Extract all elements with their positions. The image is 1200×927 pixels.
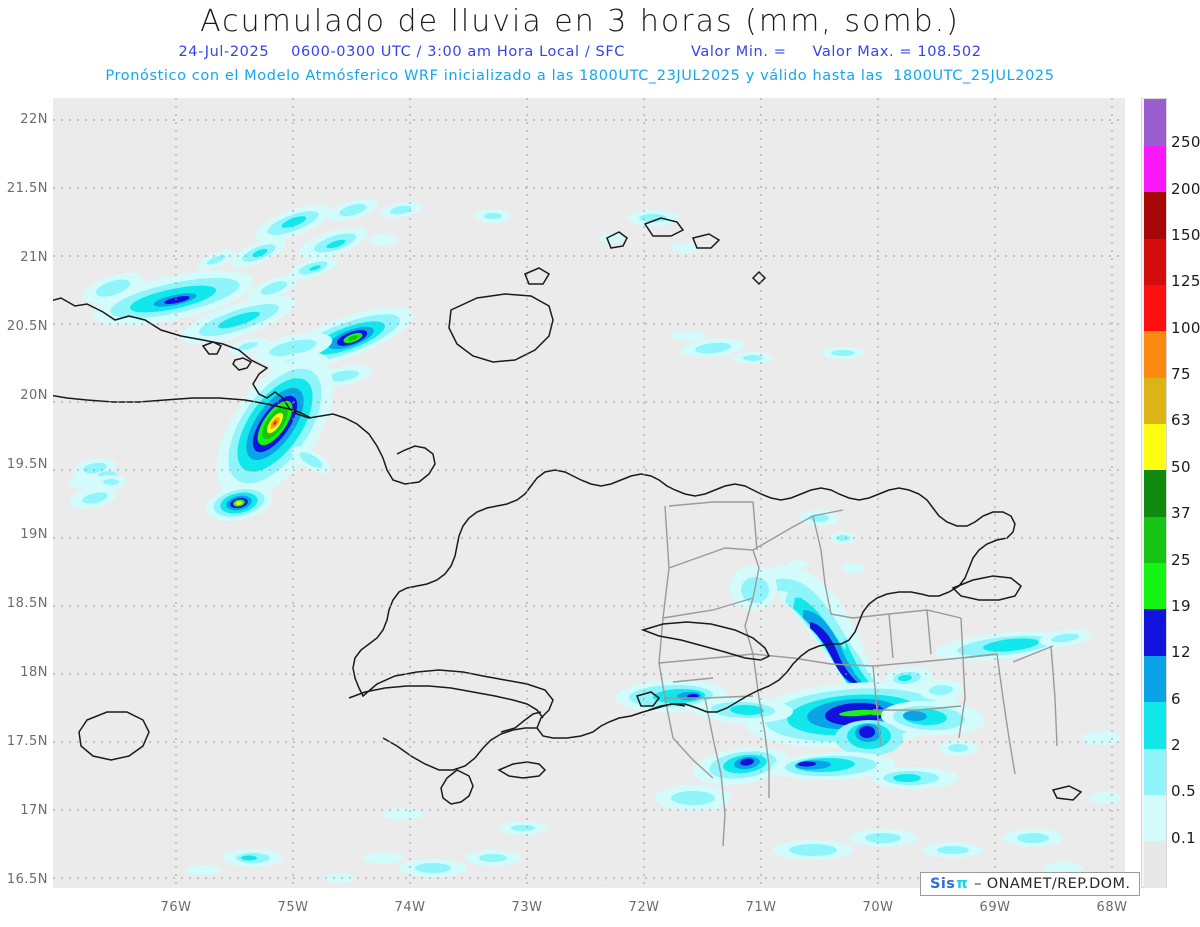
lat-tick-label: 16.5N: [6, 872, 48, 887]
lat-tick-label: 20.5N: [6, 319, 48, 335]
colorbar-tick-label: 25: [1171, 550, 1191, 569]
map-gridlines: [53, 98, 1125, 888]
credit-agency-label: – ONAMET/REP.DOM.: [974, 876, 1131, 892]
subtitle-min-label: Valor Min. =: [691, 44, 787, 60]
lat-tick-label: 18N: [20, 664, 48, 680]
precip-band-cuba-north: [82, 270, 296, 344]
map-plot-area: [53, 98, 1125, 888]
subtitle-max-label: Valor Max. = 108.502: [812, 44, 982, 60]
colorbar-segment: [1144, 562, 1166, 610]
colorbar-tick-label: 2: [1171, 735, 1181, 754]
page-title: Acumulado de lluvia en 3 horas (mm, somb…: [200, 4, 960, 39]
credit-pi-icon: π: [956, 876, 969, 892]
subtitle-valid-until: 1800UTC_25JUL2025: [893, 68, 1055, 84]
colorbar-segment: [1144, 423, 1166, 471]
rainfall-map: [53, 98, 1125, 888]
subtitle-line-1: 24-Jul-2025 0600-0300 UTC / 3:00 am Hora …: [0, 44, 1160, 60]
colorbar-tick-label: 19: [1171, 596, 1191, 615]
colorbar-segment: [1144, 794, 1166, 842]
subtitle-model: Pronóstico con el Modelo Atmósferico WRF…: [105, 68, 884, 84]
colorbar-segment: [1144, 701, 1166, 749]
lat-tick-label: 21N: [20, 250, 48, 266]
lon-tick-label: 70W: [862, 900, 894, 915]
colorbar-segment: [1144, 330, 1166, 378]
precip-scatter-atlantic-north: [475, 209, 865, 364]
lon-tick-label: 75W: [277, 900, 309, 915]
colorbar-segment: [1144, 99, 1166, 146]
lon-tick-label: 72W: [628, 900, 660, 915]
colorbar-tick-label: 150: [1171, 226, 1200, 245]
colorbar-tick-label: 12: [1171, 643, 1191, 662]
colorbar-segment: [1144, 655, 1166, 703]
colorbar-segment: [1144, 469, 1166, 517]
coastlines: [53, 217, 1083, 805]
lat-tick-label: 21.5N: [6, 181, 48, 197]
precip-patch-sw2: [69, 475, 127, 509]
precip-blob-nw1: [197, 199, 423, 301]
colorbar-segment: [1144, 377, 1166, 425]
lat-tick-label: 19N: [20, 526, 48, 542]
subtitle-period: 0600-0300 UTC / 3:00 am Hora Local / SFC: [291, 44, 626, 60]
colorbar-segment: [1144, 284, 1166, 332]
lat-tick-label: 17N: [20, 802, 48, 818]
precip-cell-green-2: [205, 484, 273, 522]
colorbar-tick-label: 75: [1171, 365, 1191, 384]
lon-tick-label: 69W: [979, 900, 1011, 915]
colorbar-tick-label: 6: [1171, 689, 1181, 708]
colorbar-tick-label: 125: [1171, 272, 1200, 291]
subtitle-date: 24-Jul-2025: [178, 44, 270, 60]
colorbar-segment: [1144, 747, 1166, 795]
colorbar-tick-label: 50: [1171, 457, 1191, 476]
lon-tick-label: 71W: [745, 900, 777, 915]
lat-tick-label: 19.5N: [6, 457, 48, 473]
colorbar-tick-label: 37: [1171, 504, 1191, 523]
credit-sis-label: Sis: [930, 876, 956, 892]
precip-cell-dr-south: [745, 666, 985, 756]
colorbar-tick-label: 250: [1171, 133, 1200, 152]
colorbar-segment: [1144, 145, 1166, 193]
precip-patch-dr-north: [788, 510, 865, 573]
colorbar-segment: [1144, 516, 1166, 564]
subtitle-line-2: Pronóstico con el Modelo Atmósferico WRF…: [0, 68, 1160, 84]
precip-scatter-caribbean: [185, 731, 1121, 888]
lat-tick-label: 22N: [20, 112, 48, 127]
precip-band-dr-interior: [729, 565, 913, 715]
precip-shading: [69, 199, 1121, 888]
colorbar-tick-label: 63: [1171, 411, 1191, 430]
attribution-box: Sis π – ONAMET/REP.DOM.: [920, 872, 1141, 896]
colorbar-segment: [1144, 191, 1166, 239]
precip-band-south-coast: [655, 740, 978, 811]
colorbar-tick-label: 0.5: [1171, 782, 1197, 801]
colorbar-segment: [1144, 238, 1166, 285]
colorbar-segment: [1144, 840, 1166, 888]
lat-tick-label: 18.5N: [6, 595, 48, 611]
colorbar-tick-label: 0.1: [1171, 828, 1197, 847]
colorbar-segment: [1144, 608, 1166, 656]
lon-tick-label: 76W: [160, 900, 192, 915]
lat-tick-label: 17.5N: [6, 733, 48, 749]
lon-tick-label: 73W: [511, 900, 543, 915]
lat-tick-label: 20N: [20, 388, 48, 404]
province-borders: [658, 501, 1058, 847]
colorbar: [1141, 98, 1167, 888]
header-block: Acumulado de lluvia en 3 horas (mm, somb…: [0, 0, 1200, 95]
colorbar-tick-label: 200: [1171, 179, 1200, 198]
colorbar-tick-label: 100: [1171, 318, 1200, 337]
lon-tick-label: 74W: [394, 900, 426, 915]
lon-tick-label: 68W: [1096, 900, 1128, 915]
